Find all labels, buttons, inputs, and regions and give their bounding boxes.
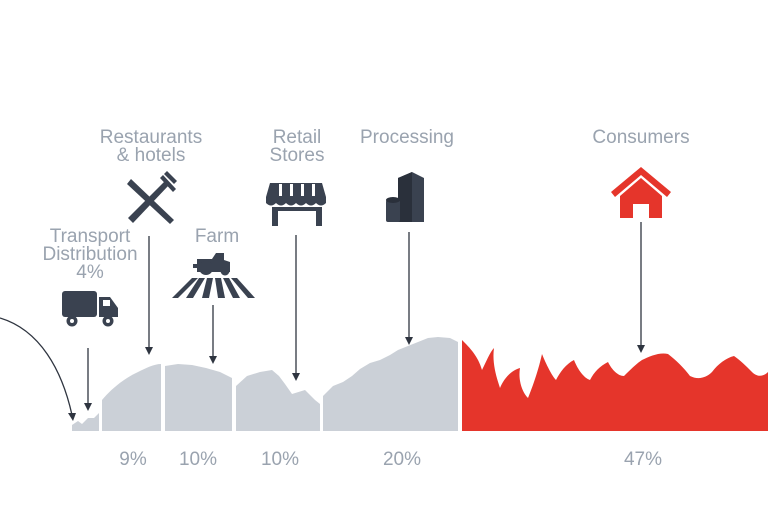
consumers-label: Consumers bbox=[580, 127, 702, 148]
restaurants-shape bbox=[102, 364, 161, 431]
consumers-label-line1: Consumers bbox=[592, 127, 690, 148]
incoming-curve-arrowhead bbox=[68, 413, 76, 421]
transport-label-line1: Transport bbox=[49, 226, 131, 247]
house-icon bbox=[611, 167, 671, 218]
transport-label: Transport Distribution 4% bbox=[32, 226, 148, 283]
retail-shape bbox=[236, 370, 320, 431]
storefront-icon bbox=[266, 183, 326, 226]
retail-label-line2: Stores bbox=[269, 145, 325, 166]
retail-label: Retail Stores bbox=[260, 127, 334, 166]
factory-icon bbox=[386, 172, 424, 222]
restaurants-percent: 9% bbox=[119, 449, 147, 470]
consumers-percent: 47% bbox=[623, 449, 663, 470]
restaurants-label: Restaurants & hotels bbox=[90, 127, 212, 166]
processing-pointer-head bbox=[405, 337, 413, 345]
consumers-pointer-head bbox=[637, 345, 645, 353]
farm-label-line1: Farm bbox=[194, 226, 240, 247]
gray-waste-shapes bbox=[72, 337, 458, 431]
transport-pointer-head bbox=[84, 403, 92, 411]
consumers-shape bbox=[462, 340, 768, 431]
restaurants-label-line2: & hotels bbox=[116, 145, 186, 166]
farm-percent: 10% bbox=[178, 449, 218, 470]
processing-label: Processing bbox=[350, 127, 464, 148]
retail-pointer-head bbox=[292, 373, 300, 381]
farm-pointer-head bbox=[209, 356, 217, 364]
tractor-icon bbox=[172, 253, 255, 298]
incoming-curve-arrow bbox=[0, 317, 73, 416]
truck-icon bbox=[62, 291, 118, 327]
transport-label-line2: Distribution bbox=[42, 244, 138, 265]
fork-knife-icon bbox=[127, 171, 177, 224]
retail-label-line1: Retail bbox=[272, 127, 322, 148]
farm-shape bbox=[165, 364, 232, 431]
processing-shape bbox=[323, 337, 458, 431]
retail-percent: 10% bbox=[260, 449, 300, 470]
farm-label: Farm bbox=[182, 226, 252, 247]
processing-percent: 20% bbox=[382, 449, 422, 470]
transport-percent: 4% bbox=[76, 262, 104, 283]
restaurants-pointer-head bbox=[145, 347, 153, 355]
pointer-arrows bbox=[84, 222, 645, 411]
processing-label-line1: Processing bbox=[360, 127, 454, 148]
transport-shape bbox=[72, 413, 99, 431]
restaurants-label-line1: Restaurants bbox=[99, 127, 203, 148]
